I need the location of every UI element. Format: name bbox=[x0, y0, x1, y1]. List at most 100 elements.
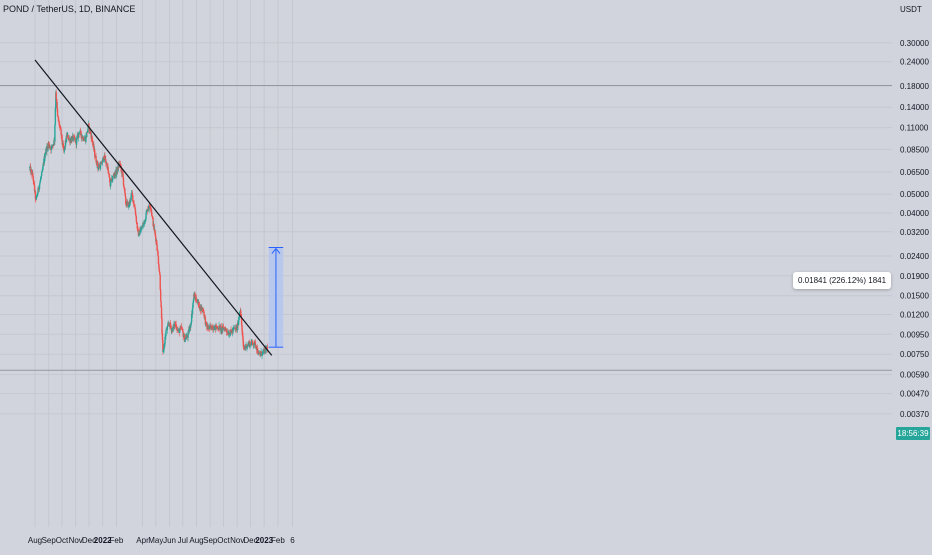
candle-body bbox=[37, 187, 39, 194]
candle-body bbox=[136, 221, 138, 223]
candle-body bbox=[29, 166, 32, 173]
candle-body bbox=[212, 326, 214, 330]
y-tick-label: 0.11000 bbox=[900, 124, 929, 133]
candle-body bbox=[190, 324, 192, 328]
candle-body bbox=[158, 268, 161, 273]
symbol-title: POND / TetherUS, 1D, BINANCE bbox=[3, 4, 136, 14]
candle-body bbox=[79, 130, 81, 133]
candle-body bbox=[85, 136, 87, 142]
candle-body bbox=[251, 340, 253, 342]
candle-body bbox=[246, 346, 248, 349]
candle-body bbox=[71, 137, 73, 142]
candle-body bbox=[150, 209, 153, 212]
candle-body bbox=[254, 341, 257, 347]
candle-body bbox=[39, 179, 42, 183]
candle-body bbox=[205, 321, 207, 324]
candle-body bbox=[62, 143, 65, 149]
candle-body bbox=[154, 232, 157, 237]
candle-body bbox=[249, 342, 251, 347]
candle-body bbox=[86, 130, 89, 133]
candle-body bbox=[54, 108, 57, 125]
candle-body bbox=[134, 209, 137, 215]
candle-body bbox=[153, 224, 155, 231]
candle-body bbox=[59, 126, 62, 130]
candle-body bbox=[215, 325, 218, 328]
y-tick-label: 0.01900 bbox=[900, 272, 929, 281]
candle-body bbox=[65, 135, 68, 143]
candle-body bbox=[227, 334, 230, 335]
candle-body bbox=[39, 182, 41, 185]
y-tick-label: 0.08500 bbox=[900, 145, 929, 154]
candle-body bbox=[128, 203, 130, 208]
candle-body bbox=[64, 140, 67, 147]
candle-body bbox=[140, 227, 143, 230]
candle-body bbox=[131, 192, 134, 196]
candle-body bbox=[35, 196, 38, 200]
candle-body bbox=[46, 145, 48, 152]
candle-body bbox=[91, 139, 94, 144]
candle-body bbox=[194, 294, 196, 298]
candle-body bbox=[101, 162, 103, 164]
x-tick-label: Feb bbox=[110, 536, 124, 545]
candle-body bbox=[32, 176, 34, 181]
candle-body bbox=[246, 346, 249, 347]
candle-body bbox=[252, 341, 254, 344]
x-tick-label: May bbox=[148, 536, 163, 545]
x-tick-label: Jul bbox=[178, 536, 188, 545]
candle-body bbox=[188, 328, 191, 332]
candle-body bbox=[178, 330, 181, 334]
candle-body bbox=[54, 124, 56, 142]
candle-body bbox=[109, 177, 111, 183]
y-tick-label: 0.24000 bbox=[900, 58, 929, 67]
candle-body bbox=[244, 347, 247, 348]
candle-body bbox=[100, 164, 102, 165]
candle-body bbox=[102, 158, 104, 163]
candle-body bbox=[152, 218, 154, 227]
x-tick-label: Dec bbox=[82, 536, 96, 545]
candle-body bbox=[170, 326, 172, 328]
candle-body bbox=[190, 322, 192, 325]
x-tick-label: 2022 bbox=[94, 536, 112, 545]
candle-body bbox=[159, 289, 162, 301]
candle-body bbox=[60, 129, 62, 136]
descending-trendline[interactable] bbox=[34, 59, 273, 356]
candle-body bbox=[262, 350, 265, 352]
candle-body bbox=[36, 193, 39, 196]
candle-body bbox=[61, 134, 63, 142]
candle-body bbox=[252, 343, 254, 346]
candle-body bbox=[202, 311, 205, 312]
candle-body bbox=[260, 351, 263, 356]
candle-body bbox=[109, 180, 112, 187]
candle-body bbox=[148, 208, 150, 210]
candle-body bbox=[30, 169, 33, 171]
candle-body bbox=[191, 307, 194, 315]
candle-body bbox=[156, 250, 159, 252]
candle-body bbox=[111, 179, 114, 182]
candle-body bbox=[86, 131, 88, 138]
candle-body bbox=[192, 303, 194, 308]
candle-body bbox=[204, 317, 207, 325]
candle-body bbox=[104, 155, 106, 160]
y-axis-unit: USDT bbox=[900, 5, 922, 14]
candle-body bbox=[163, 349, 165, 350]
x-tick-label: Oct bbox=[56, 536, 69, 545]
candle-body bbox=[117, 164, 119, 171]
candle-body bbox=[48, 143, 50, 146]
candle-body bbox=[82, 137, 84, 141]
candle-body bbox=[35, 199, 37, 200]
candle-body bbox=[198, 301, 200, 309]
candle-body bbox=[80, 135, 83, 139]
y-tick-label: 0.30000 bbox=[900, 39, 929, 48]
candle-body bbox=[195, 297, 198, 302]
candle-body bbox=[213, 328, 215, 330]
candle-body bbox=[172, 326, 174, 332]
candle-body bbox=[196, 301, 198, 303]
candle-body bbox=[184, 339, 186, 342]
candle-body bbox=[158, 264, 160, 269]
candle-body bbox=[152, 216, 154, 219]
candle-body bbox=[182, 329, 184, 332]
candle-body bbox=[171, 329, 173, 331]
y-tick-label: 0.00750 bbox=[900, 350, 929, 359]
